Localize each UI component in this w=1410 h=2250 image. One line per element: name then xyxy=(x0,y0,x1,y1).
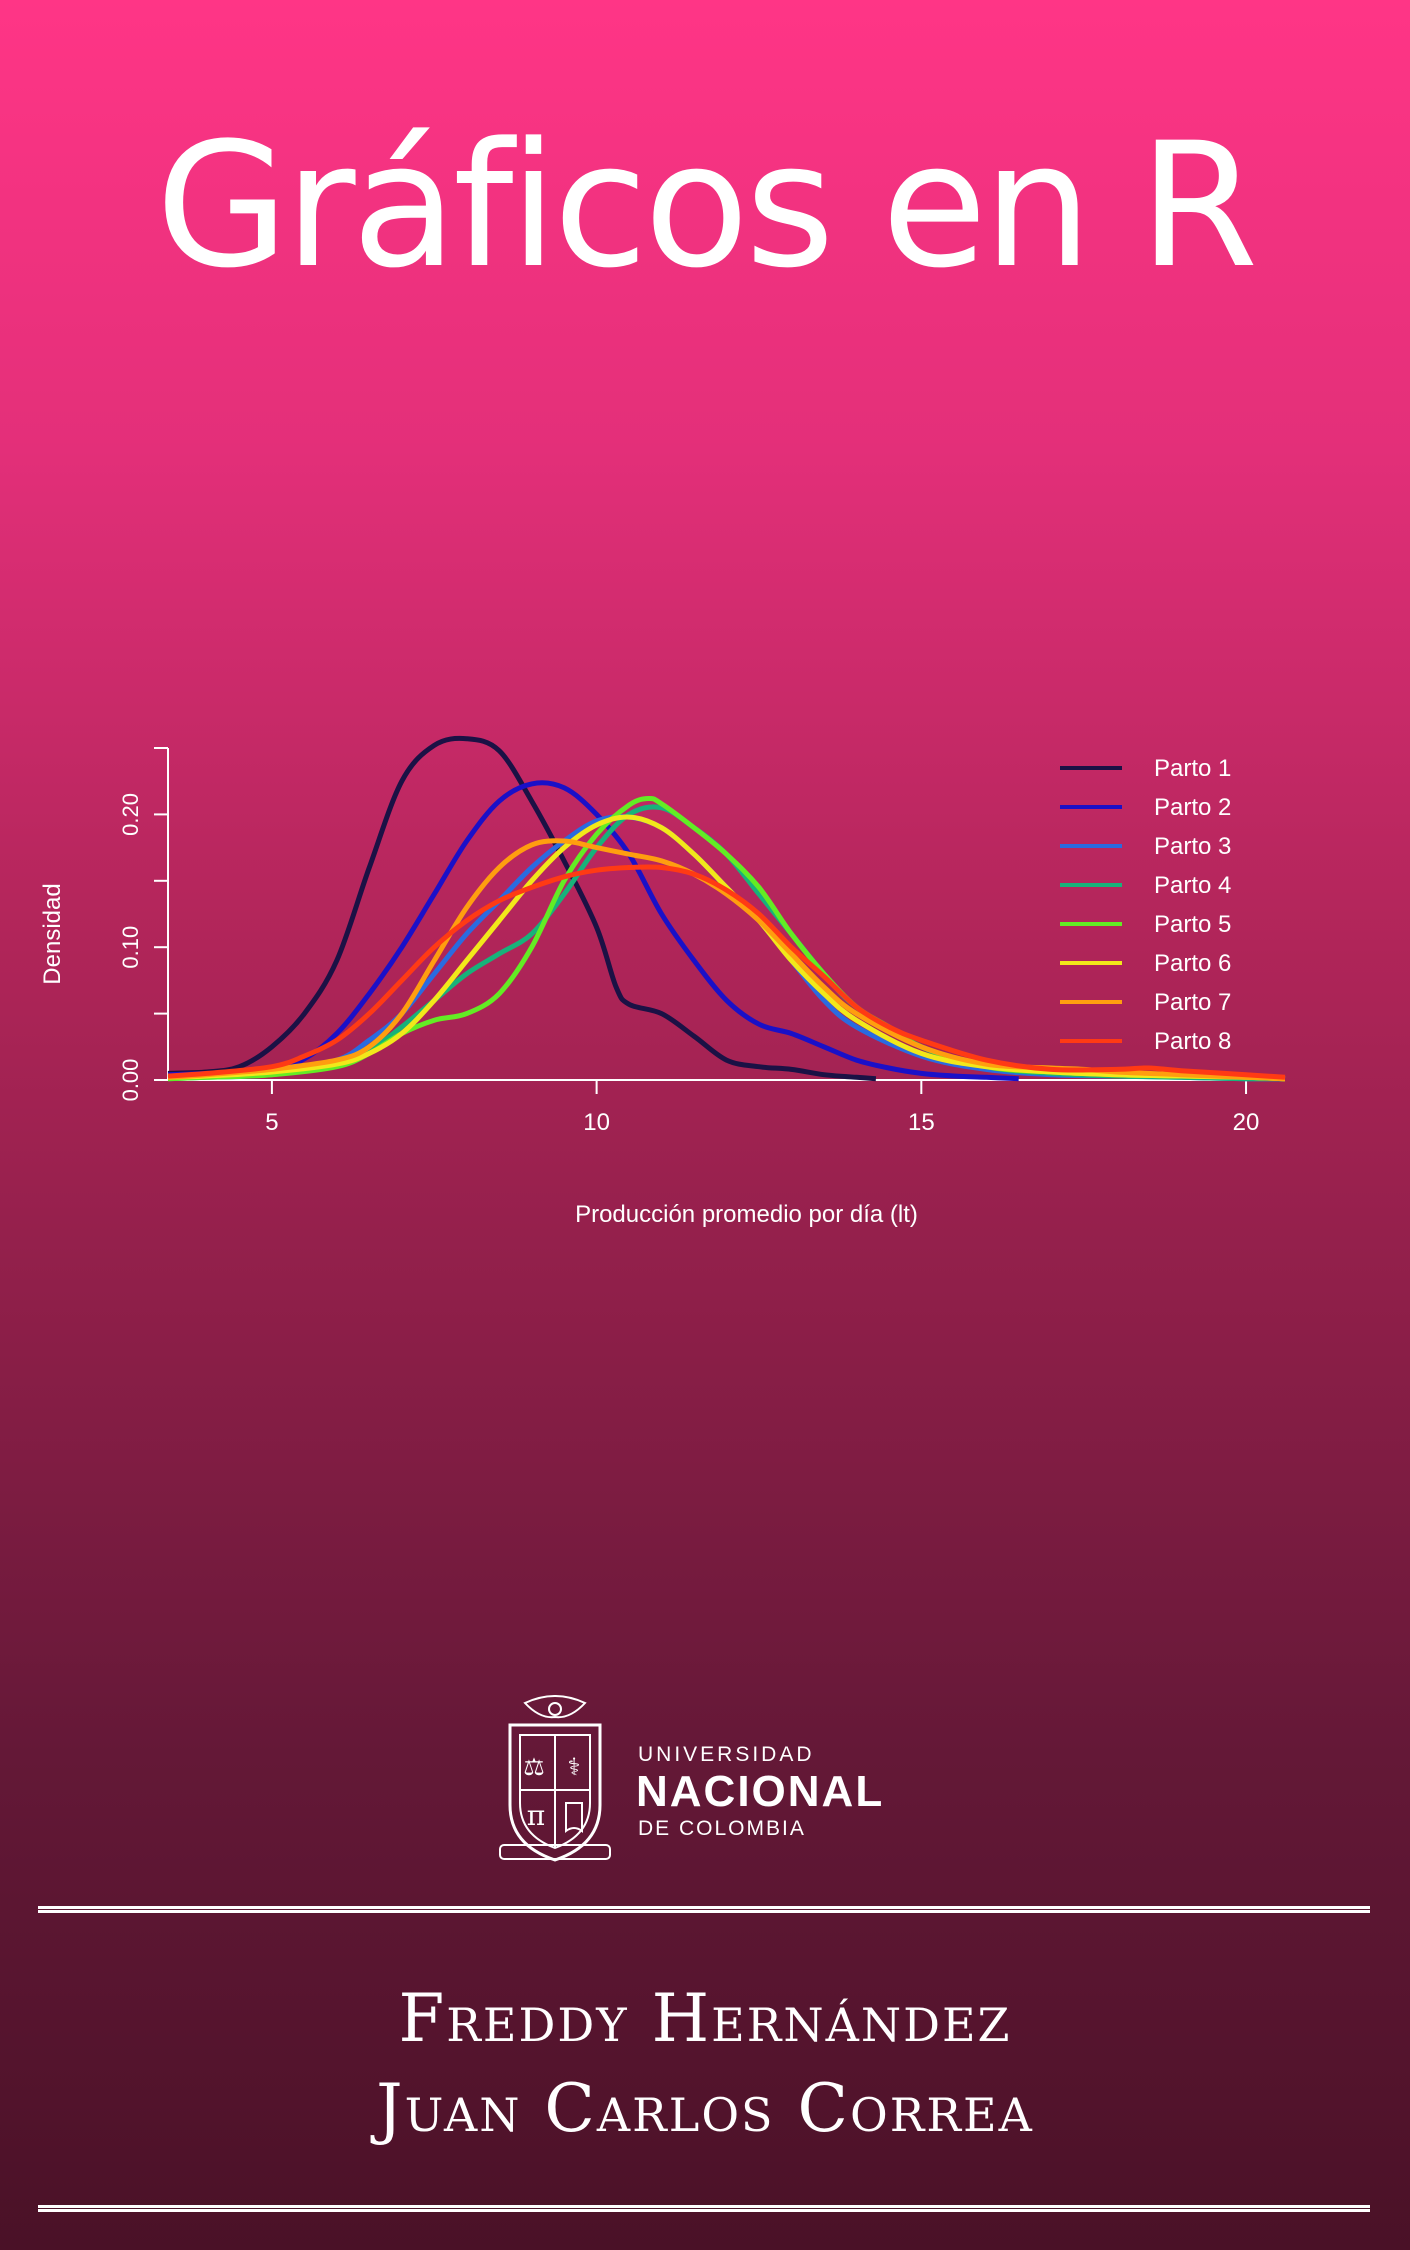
x-ticks: 5 10 15 20 xyxy=(265,1080,1259,1136)
y-ticks: 0.00 0.10 0.20 xyxy=(118,747,168,1102)
legend-label: Parto 3 xyxy=(1154,833,1231,860)
legend: Parto 1 Parto 2 Parto 3 Parto 4 Parto 5 Parto… xyxy=(1060,755,1231,1055)
legend-label: Parto 6 xyxy=(1154,950,1231,977)
university-logo: ⚖ ⚕ π UNIVERSIDAD NACIONAL DE COLOMBIA xyxy=(490,1695,900,1865)
density-chart: 0.00 0.10 0.20 5 10 15 20 Parto 1 Parto 2 Parto… xyxy=(0,700,1410,1260)
legend-label: Parto 8 xyxy=(1154,1028,1231,1055)
divider-top xyxy=(38,1906,1370,1913)
university-line1: UNIVERSIDAD xyxy=(638,1743,815,1766)
series-line-parto-1 xyxy=(167,735,877,1082)
legend-label: Parto 5 xyxy=(1154,911,1231,938)
y-tick-label: 0.10 xyxy=(118,926,143,969)
legend-label: Parto 2 xyxy=(1154,794,1231,821)
svg-text:⚖: ⚖ xyxy=(523,1753,545,1781)
x-tick-label: 5 xyxy=(265,1109,278,1136)
author-name-1: Freddy Hernández xyxy=(398,1980,1012,2057)
series-line-parto-8 xyxy=(167,864,1286,1080)
x-tick-label: 10 xyxy=(583,1109,610,1136)
y-tick-label: 0.00 xyxy=(118,1059,143,1102)
x-tick-label: 15 xyxy=(908,1109,935,1136)
university-shield-icon: ⚖ ⚕ π xyxy=(499,1695,611,1862)
x-axis-label: Producción promedio por día (lt) xyxy=(575,1201,918,1228)
university-line3: DE COLOMBIA xyxy=(638,1817,806,1840)
author-name-2: Juan Carlos Correa xyxy=(376,2070,1034,2147)
y-tick-label: 0.20 xyxy=(118,793,143,836)
legend-label: Parto 7 xyxy=(1154,989,1231,1016)
svg-text:π: π xyxy=(527,1799,545,1832)
book-title: Gráficos en R xyxy=(155,105,1259,306)
x-tick-label: 20 xyxy=(1233,1109,1260,1136)
divider-bottom xyxy=(38,2205,1370,2212)
university-line2: NACIONAL xyxy=(636,1767,885,1816)
series-lines xyxy=(167,735,1286,1082)
series-line-parto-6 xyxy=(167,814,1286,1082)
svg-text:⚕: ⚕ xyxy=(568,1753,581,1781)
y-axis-label: Densidad xyxy=(39,883,66,984)
legend-label: Parto 1 xyxy=(1154,755,1231,782)
legend-label: Parto 4 xyxy=(1154,872,1231,899)
